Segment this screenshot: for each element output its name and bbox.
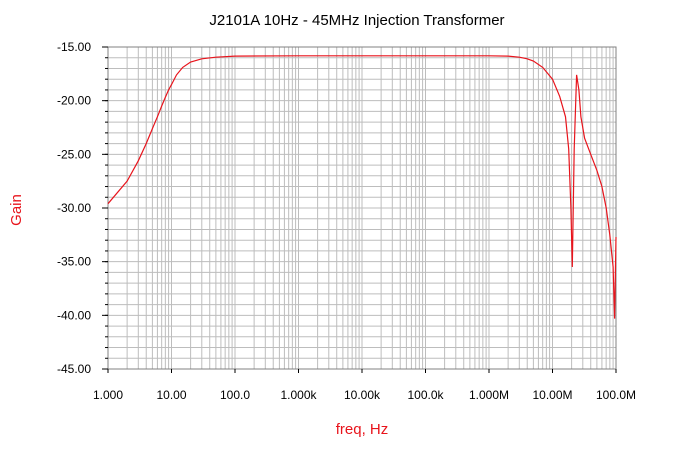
- grid: [107, 46, 616, 370]
- x-tick-label: 10.00k: [344, 388, 381, 402]
- gain-series-line: [107, 55, 617, 319]
- x-tick-label: 1.000: [93, 388, 123, 402]
- x-tick-label: 10.00: [156, 388, 186, 402]
- y-tick-label: -25.00: [57, 147, 91, 161]
- y-axis: -15.00 -20.00 -25.00 -30.00 -35.00 -40.00 -45.…: [57, 40, 108, 376]
- x-tick-label: 100.0k: [407, 388, 444, 402]
- y-axis-label: Gain: [8, 194, 25, 226]
- y-tick-label: -30.00: [57, 201, 91, 215]
- x-tick-label: 1.000M: [469, 388, 509, 402]
- x-axis: 1.000 10.00 100.0 1.000k 10.00k 100.0k 1.000M 1…: [93, 369, 636, 402]
- x-tick-label: 100.0M: [596, 388, 636, 402]
- x-axis-label: freq, Hz: [336, 421, 389, 438]
- y-tick-label: -45.00: [57, 362, 91, 376]
- y-tick-label: -35.00: [57, 255, 91, 269]
- x-tick-label: 1.000k: [280, 388, 317, 402]
- chart-title: J2101A 10Hz - 45MHz Injection Transforme…: [209, 12, 504, 29]
- y-tick-label: -20.00: [57, 94, 91, 108]
- y-tick-label: -40.00: [57, 308, 91, 322]
- x-tick-label: 10.00M: [532, 388, 572, 402]
- y-tick-label: -15.00: [57, 40, 91, 54]
- x-tick-label: 100.0: [220, 388, 250, 402]
